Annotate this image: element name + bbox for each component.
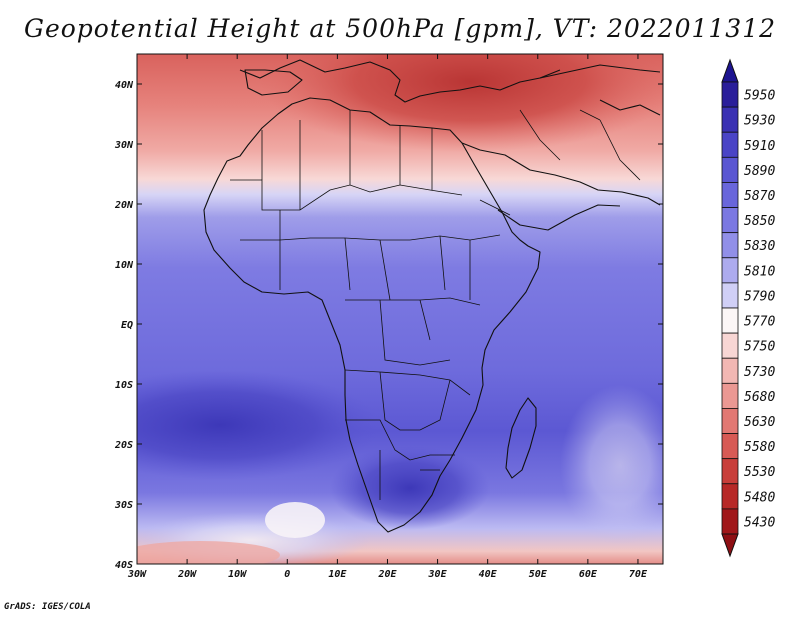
colorbar-label: 5830: [744, 239, 775, 254]
colorbar-label: 5430: [744, 515, 775, 530]
lon-label: 20E: [377, 569, 397, 580]
lon-axis: 30W 20W 10W 0 10E 20E 30E 40E 50E 60E 70E: [127, 54, 648, 580]
lat-label: 20N: [114, 200, 134, 211]
colorbar-swatch: [721, 508, 739, 535]
colorbar-label: 5680: [744, 390, 775, 405]
mediterranean-low: [260, 54, 663, 152]
colorbar-swatch: [721, 307, 739, 334]
colorbar-swatch: [721, 332, 739, 359]
colorbar-swatch: [721, 182, 739, 208]
arabia-coastline: [461, 142, 661, 231]
colorbar-label: 5910: [744, 139, 775, 154]
colorbar-swatch: [721, 156, 739, 183]
chart-title: Geopotential Height at 500hPa [gpm], VT:…: [23, 14, 777, 43]
colorbar-label: 5950: [744, 89, 775, 104]
colorbar-swatch: [721, 483, 739, 510]
lat-label: 20S: [114, 440, 133, 451]
africa-coastline: [203, 97, 541, 533]
height-field: [137, 54, 663, 564]
plot-frame: [136, 53, 664, 565]
colorbar-swatch: [721, 357, 739, 384]
country-borders: [230, 109, 641, 500]
colorbar-top-arrow: [721, 58, 739, 83]
colorbar-label: 5850: [744, 214, 775, 229]
lat-label: 40S: [115, 560, 133, 571]
colorbar-swatch: [721, 106, 739, 133]
lon-label: 30E: [428, 569, 448, 580]
colorbar-swatch: [721, 458, 739, 485]
lat-label: EQ: [121, 320, 133, 331]
lat-label: 10S: [115, 380, 133, 391]
colorbar-swatch: [721, 433, 739, 460]
colorbar-label: 5480: [744, 490, 775, 505]
colorbar-swatch: [721, 81, 739, 108]
lat-label: 30S: [114, 500, 133, 511]
colorbar-label: 5890: [744, 164, 775, 179]
coastlines: [203, 59, 661, 533]
iberia-coastline: [244, 69, 303, 96]
lon-label: 10W: [228, 569, 247, 580]
lon-label: 30W: [127, 569, 147, 580]
lon-label: 0: [284, 569, 290, 580]
europe-coastline: [239, 59, 561, 103]
colorbar-swatch: [721, 382, 739, 409]
south-africa-high: [330, 446, 490, 530]
colorbar-label: 5790: [744, 289, 775, 304]
madagascar-coastline: [505, 397, 537, 479]
colorbar-swatch: [721, 232, 739, 259]
lon-label: 20W: [177, 569, 197, 580]
lat-axis: 40N 30N 20N 10N EQ 10S 20S 30S 40S: [114, 80, 663, 571]
colorbar-swatch: [721, 282, 739, 309]
lon-label: 50E: [529, 569, 548, 580]
lat-label: 10N: [115, 260, 134, 271]
colorbar-swatch: [721, 131, 739, 158]
colorbar-label: 5770: [744, 315, 775, 330]
colorbar-label: 5730: [744, 365, 775, 380]
colorbar-label: 5870: [744, 189, 775, 204]
colorbar: 5950 5930 5910 5890 5870 5850 5830 5810 5790 5770…: [721, 58, 775, 558]
colorbar-label: 5750: [744, 340, 775, 355]
colorbar-label: 5810: [744, 264, 775, 279]
lat-label: 30N: [114, 140, 134, 151]
atlantic-high: [137, 370, 380, 480]
lon-label: 60E: [579, 569, 598, 580]
colorbar-label: 5530: [744, 465, 775, 480]
colorbar-bottom-arrow: [721, 533, 739, 558]
colorbar-swatch: [721, 207, 739, 234]
colorbar-label: 5930: [744, 114, 775, 129]
lon-label: 40E: [479, 569, 498, 580]
lon-label: 10E: [328, 569, 347, 580]
southeast-trough: [560, 385, 663, 545]
lon-label: 70E: [629, 569, 648, 580]
lat-label: 40N: [115, 80, 134, 91]
colorbar-label: 5630: [744, 415, 775, 430]
colorbar-swatch: [721, 257, 739, 284]
colorbar-label: 5580: [744, 440, 775, 455]
grads-credit: GrADS: IGES/COLA: [4, 602, 91, 612]
colorbar-swatch: [721, 408, 739, 434]
